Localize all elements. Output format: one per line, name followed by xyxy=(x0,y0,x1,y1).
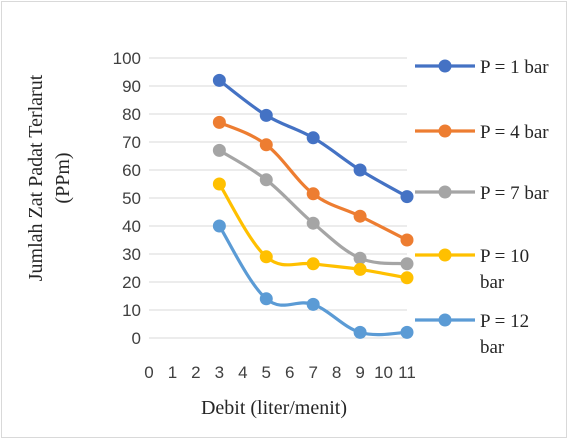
x-axis-title: Debit (liter/menit) xyxy=(201,397,347,419)
legend-label: P = 12 xyxy=(480,311,529,332)
legend-marker xyxy=(438,248,452,262)
x-tick-label: 4 xyxy=(238,363,247,382)
legend-label: P = 4 bar xyxy=(480,122,549,143)
legend-label: P = 7 bar xyxy=(480,183,549,204)
legend-item: P = 7 bar xyxy=(415,183,549,204)
series-line xyxy=(217,224,409,337)
data-point xyxy=(306,257,320,271)
x-tick-label: 7 xyxy=(308,363,317,382)
legend-marker xyxy=(438,59,452,73)
data-point xyxy=(306,297,320,311)
x-tick-label: 3 xyxy=(215,363,224,382)
x-tick-label: 0 xyxy=(144,363,153,382)
y-tick-label: 80 xyxy=(122,105,141,124)
legend-marker xyxy=(438,185,452,199)
series-1 xyxy=(212,73,414,204)
data-point xyxy=(306,187,320,201)
y-tick-label: 20 xyxy=(122,273,141,292)
x-tick-label: 2 xyxy=(191,363,200,382)
y-axis-title: Jumlah Zat Padat Terlarut (PPm) xyxy=(25,74,74,281)
data-point xyxy=(400,190,414,204)
y-tick-label: 40 xyxy=(122,217,141,236)
legend-label: bar xyxy=(480,272,505,293)
x-tick-label: 1 xyxy=(168,363,177,382)
legend-item: P = 1 bar xyxy=(415,57,549,78)
data-point xyxy=(212,143,226,157)
data-point xyxy=(353,209,367,223)
data-point xyxy=(400,257,414,271)
y-tick-label: 10 xyxy=(122,301,141,320)
legend-label: P = 1 bar xyxy=(480,57,549,78)
legend-item: P = 12 bar xyxy=(415,311,529,358)
legend-label: bar xyxy=(480,337,505,358)
legend-item: P = 10 bar xyxy=(415,246,529,293)
x-tick-label: 6 xyxy=(285,363,294,382)
y-tick-label: 100 xyxy=(113,49,141,68)
legend-marker xyxy=(438,124,452,138)
x-tick-label: 10 xyxy=(374,363,393,382)
data-point xyxy=(353,325,367,339)
legend-label: P = 10 xyxy=(480,246,529,267)
y-tick-label: 0 xyxy=(132,329,141,348)
y-tick-label: 60 xyxy=(122,161,141,180)
x-tick-label: 5 xyxy=(262,363,271,382)
y-axis-title-line-1: Jumlah Zat Padat Terlarut xyxy=(25,74,47,281)
series-2 xyxy=(212,115,414,247)
data-point xyxy=(212,177,226,191)
x-axis-ticks: 0 1 2 3 4 5 6 7 8 9 10 11 xyxy=(144,363,416,382)
y-axis-title-line-2: (PPm) xyxy=(52,152,74,203)
data-point xyxy=(400,271,414,285)
data-point xyxy=(353,251,367,265)
series-line xyxy=(217,148,409,266)
data-point xyxy=(306,131,320,145)
series-4 xyxy=(212,177,414,285)
data-point xyxy=(353,163,367,177)
series-3 xyxy=(212,143,414,271)
y-tick-label: 90 xyxy=(122,77,141,96)
series-lines xyxy=(212,73,414,339)
y-tick-label: 70 xyxy=(122,133,141,152)
data-point xyxy=(259,250,273,264)
legend-marker xyxy=(438,313,452,327)
y-axis-ticks: 0 10 20 30 40 50 60 70 80 90 100 xyxy=(113,49,141,348)
data-point xyxy=(400,233,414,247)
data-point xyxy=(353,262,367,276)
data-point xyxy=(400,325,414,339)
x-tick-label: 11 xyxy=(398,363,416,382)
y-tick-label: 30 xyxy=(122,245,141,264)
data-point xyxy=(212,115,226,129)
gridlines xyxy=(149,57,407,339)
data-point xyxy=(259,108,273,122)
y-tick-label: 50 xyxy=(122,189,141,208)
x-tick-label: 8 xyxy=(332,363,341,382)
legend-item: P = 4 bar xyxy=(415,122,549,143)
x-tick-label: 9 xyxy=(355,363,364,382)
data-point xyxy=(212,219,226,233)
data-point xyxy=(306,216,320,230)
series-5 xyxy=(212,219,414,339)
data-point xyxy=(259,173,273,187)
data-point xyxy=(212,73,226,87)
data-point xyxy=(259,292,273,306)
data-point xyxy=(259,138,273,152)
